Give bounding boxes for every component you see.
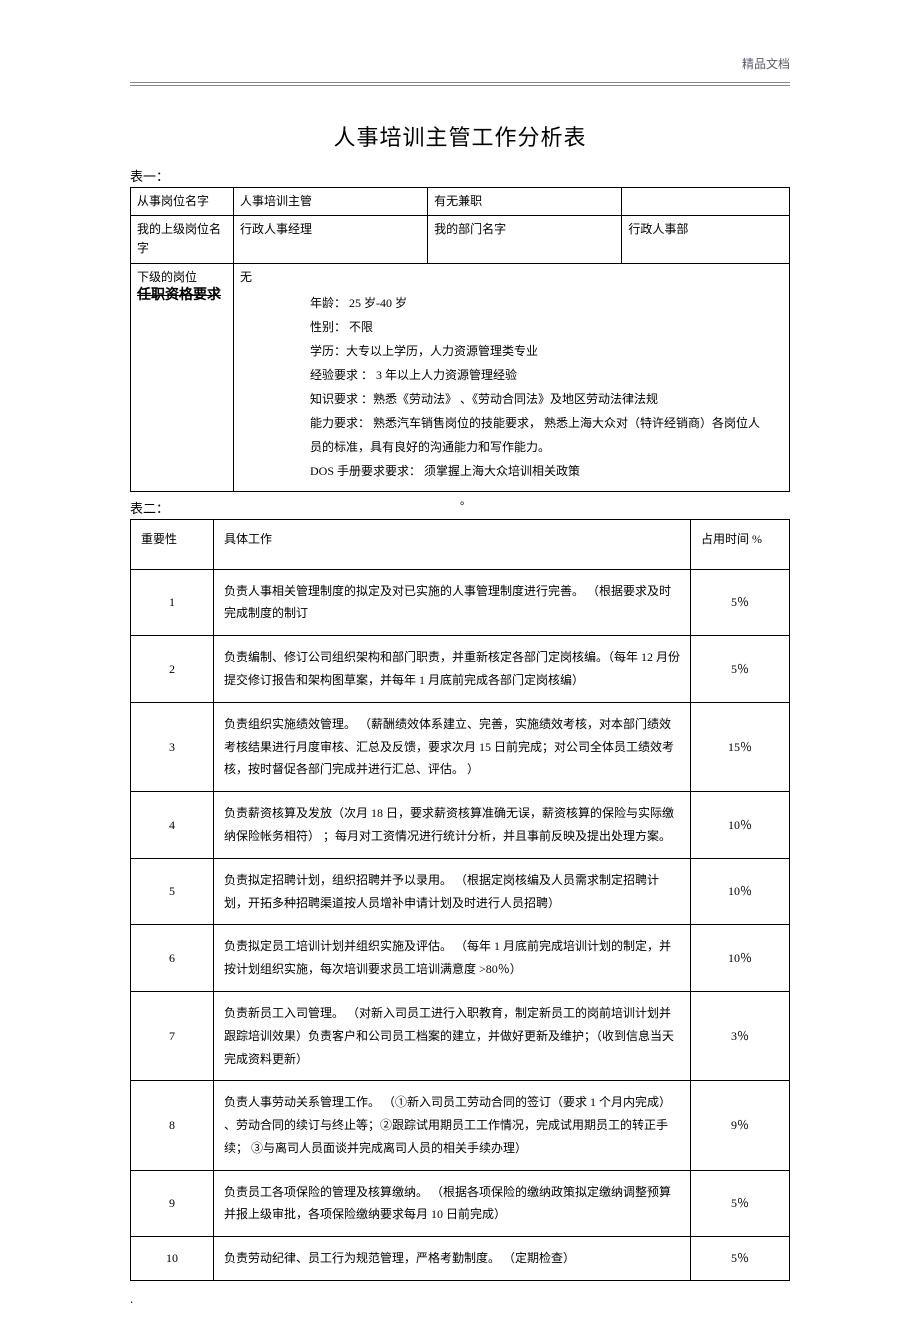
table-row: 6 负责拟定员工培训计划并组织实施及评估。 （每年 1 月底前完成培训计划的制定… bbox=[131, 925, 790, 992]
t2-work: 负责人事劳动关系管理工作。 （①新入司员工劳动合同的签订（要求 1 个月内完成）… bbox=[214, 1081, 691, 1170]
t2-time: 5％ bbox=[691, 1237, 790, 1281]
t2-h-work: 具体工作 bbox=[214, 519, 691, 569]
table-row: 3 负责组织实施绩效管理。 （薪酬绩效体系建立、完善，实施绩效考核，对本部门绩效… bbox=[131, 702, 790, 791]
t2-work: 负责员工各项保险的管理及核算缴纳。 （根据各项保险的缴纳政策拟定缴纳调整预算并报… bbox=[214, 1170, 691, 1237]
t2-imp: 7 bbox=[131, 991, 214, 1080]
t1-r1c2: 人事培训主管 bbox=[234, 188, 428, 216]
footer-dot: . bbox=[130, 1291, 133, 1307]
t2-time: 5％ bbox=[691, 1170, 790, 1237]
table-1: 从事岗位名字 人事培训主管 有无兼职 我的上级岗位名字 行政人事经理 我的部门名… bbox=[130, 187, 790, 492]
t2-time: 10％ bbox=[691, 792, 790, 859]
table-row: 我的上级岗位名字 行政人事经理 我的部门名字 行政人事部 bbox=[131, 216, 790, 263]
t2-h-imp: 重要性 bbox=[131, 519, 214, 569]
t1-r1c4 bbox=[622, 188, 790, 216]
t2-work: 负责人事相关管理制度的拟定及对已实施的人事管理制度进行完善。 （根据要求及时完成… bbox=[214, 569, 691, 636]
t2-work: 负责拟定招聘计划，组织招聘并予以录用。 （根据定岗核编及人员需求制定招聘计划，开… bbox=[214, 858, 691, 925]
t2-work: 负责编制、修订公司组织架构和部门职责，并重新核定各部门定岗核编。（每年 12 月… bbox=[214, 636, 691, 703]
table-row: 1 负责人事相关管理制度的拟定及对已实施的人事管理制度进行完善。 （根据要求及时… bbox=[131, 569, 790, 636]
t2-work: 负责新员工入司管理。 （对新入司员工进行入职教育，制定新员工的岗前培训计划并跟踪… bbox=[214, 991, 691, 1080]
t2-imp: 9 bbox=[131, 1170, 214, 1237]
t2-time: 5％ bbox=[691, 636, 790, 703]
t1-r2c3: 我的部门名字 bbox=[428, 216, 622, 263]
t2-time: 15％ bbox=[691, 702, 790, 791]
document-page: 精品文档 人事培训主管工作分析表 表一： 从事岗位名字 人事培训主管 有无兼职 … bbox=[0, 0, 920, 1341]
qualification-label: 任职资格要求 bbox=[137, 288, 221, 303]
qual-age: 年龄： 25 岁-40 岁 bbox=[310, 291, 765, 315]
t1-r4c1: 任职资格要求 bbox=[131, 287, 234, 492]
t2-work: 负责组织实施绩效管理。 （薪酬绩效体系建立、完善，实施绩效考核，对本部门绩效考核… bbox=[214, 702, 691, 791]
t2-h-time: 占用时间 % bbox=[691, 519, 790, 569]
t1-r2c1: 我的上级岗位名字 bbox=[131, 216, 234, 263]
t2-time: 3％ bbox=[691, 991, 790, 1080]
t2-imp: 8 bbox=[131, 1081, 214, 1170]
header-label: 精品文档 bbox=[742, 55, 790, 74]
t2-imp: 6 bbox=[131, 925, 214, 992]
table-row: 下级的岗位 无 bbox=[131, 263, 790, 287]
t1-r3c1: 下级的岗位 bbox=[131, 263, 234, 287]
qual-gender: 性别： 不限 bbox=[310, 315, 765, 339]
t2-imp: 10 bbox=[131, 1237, 214, 1281]
t2-imp: 3 bbox=[131, 702, 214, 791]
t1-r2c2: 行政人事经理 bbox=[234, 216, 428, 263]
qual-know: 知识要求 ：熟悉《劳动法》 、《劳动合同法》及地区劳动法律法规 bbox=[310, 387, 765, 411]
qual-exp: 经验要求 ： 3 年以上人力资源管理经验 bbox=[310, 363, 765, 387]
qual-ability: 能力要求： 熟悉汽车销售岗位的技能要求， 熟悉上海大众对（特许经销商）各岗位人员… bbox=[310, 411, 765, 459]
t1-r2c4: 行政人事部 bbox=[622, 216, 790, 263]
table-row: 从事岗位名字 人事培训主管 有无兼职 bbox=[131, 188, 790, 216]
table-2: 重要性 具体工作 占用时间 % 1 负责人事相关管理制度的拟定及对已实施的人事管… bbox=[130, 519, 790, 1281]
t1-r3c2: 无 bbox=[234, 263, 790, 287]
header-rule bbox=[130, 82, 790, 86]
table-row: 2 负责编制、修订公司组织架构和部门职责，并重新核定各部门定岗核编。（每年 12… bbox=[131, 636, 790, 703]
qual-dos: DOS 手册要求要求： 须掌握上海大众培训相关政策 bbox=[310, 459, 765, 483]
circle-mark: 。 bbox=[460, 492, 471, 508]
table-row: 8 负责人事劳动关系管理工作。 （①新入司员工劳动合同的签订（要求 1 个月内完… bbox=[131, 1081, 790, 1170]
t2-imp: 1 bbox=[131, 569, 214, 636]
table-row: 5 负责拟定招聘计划，组织招聘并予以录用。 （根据定岗核编及人员需求制定招聘计划… bbox=[131, 858, 790, 925]
t2-work: 负责劳动纪律、员工行为规范管理，严格考勤制度。 （定期检查） bbox=[214, 1237, 691, 1281]
t2-imp: 2 bbox=[131, 636, 214, 703]
table-row: 任职资格要求 年龄： 25 岁-40 岁 性别： 不限 学历：大专以上学历，人力… bbox=[131, 287, 790, 492]
table-row: 10 负责劳动纪律、员工行为规范管理，严格考勤制度。 （定期检查） 5％ bbox=[131, 1237, 790, 1281]
qualification-cell: 年龄： 25 岁-40 岁 性别： 不限 学历：大专以上学历，人力资源管理类专业… bbox=[234, 287, 790, 492]
t2-work: 负责拟定员工培训计划并组织实施及评估。 （每年 1 月底前完成培训计划的制定，并… bbox=[214, 925, 691, 992]
t1-r1c3: 有无兼职 bbox=[428, 188, 622, 216]
t2-time: 10％ bbox=[691, 858, 790, 925]
table-row: 9 负责员工各项保险的管理及核算缴纳。 （根据各项保险的缴纳政策拟定缴纳调整预算… bbox=[131, 1170, 790, 1237]
t2-imp: 4 bbox=[131, 792, 214, 859]
t2-work: 负责薪资核算及发放（次月 18 日，要求薪资核算准确无误，薪资核算的保险与实际缴… bbox=[214, 792, 691, 859]
table-row: 7 负责新员工入司管理。 （对新入司员工进行入职教育，制定新员工的岗前培训计划并… bbox=[131, 991, 790, 1080]
t1-r1c1: 从事岗位名字 bbox=[131, 188, 234, 216]
page-title: 人事培训主管工作分析表 bbox=[130, 120, 790, 152]
t2-time: 5％ bbox=[691, 569, 790, 636]
section1-label: 表一： bbox=[130, 166, 790, 185]
t2-time: 10％ bbox=[691, 925, 790, 992]
t2-time: 9％ bbox=[691, 1081, 790, 1170]
t2-imp: 5 bbox=[131, 858, 214, 925]
table-row: 4 负责薪资核算及发放（次月 18 日，要求薪资核算准确无误，薪资核算的保险与实… bbox=[131, 792, 790, 859]
section2-label: 表二： bbox=[130, 498, 169, 517]
table-header-row: 重要性 具体工作 占用时间 % bbox=[131, 519, 790, 569]
qualification-block: 年龄： 25 岁-40 岁 性别： 不限 学历：大专以上学历，人力资源管理类专业… bbox=[240, 287, 783, 487]
qual-edu: 学历：大专以上学历，人力资源管理类专业 bbox=[310, 339, 765, 363]
